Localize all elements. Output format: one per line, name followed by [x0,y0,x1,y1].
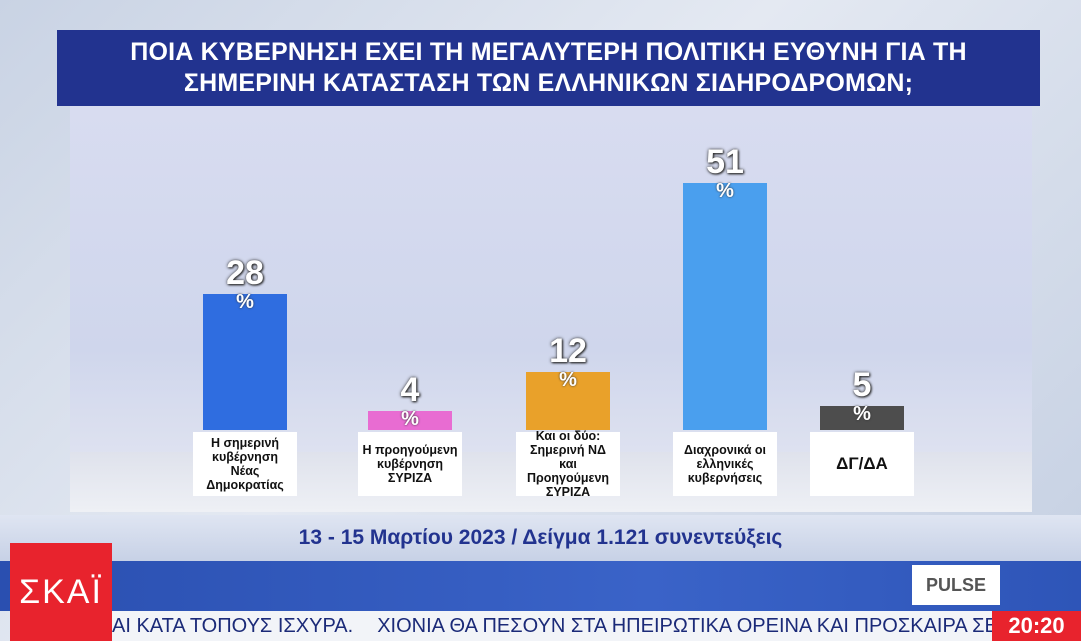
category-label: Διαχρονικά οι ελληνικές κυβερνήσεις [673,432,777,496]
value-unit: % [716,180,734,202]
value-label: 28 [226,254,264,293]
clock: 20:20 [992,611,1081,641]
category-label: Η σημερινή κυβέρνηση Νέας Δημοκρατίας [193,432,297,496]
category-label: Η προηγούμενη κυβέρνηση ΣΥΡΙΖΑ [358,432,462,496]
ticker-item: ΑΙ ΚΑΤΑ ΤΟΠΟΥΣ ΙΣΧΥΡΑ. [112,615,354,637]
pollster-logo: PULSE [912,565,1000,605]
value-label: 12 [549,331,587,370]
ticker-item: ΧΙΟΝΙΑ ΘΑ ΠΕΣΟΥΝ ΣΤΑ ΗΠΕΙΡΩΤΙΚΑ ΟΡΕΙΝΑ Κ… [377,615,992,637]
bar [203,294,287,430]
lower-band [0,561,1081,611]
subtitle-band [0,515,1081,561]
bar [683,183,767,430]
value-label: 51 [706,143,744,181]
category-label: ΔΓ/ΔΑ [810,432,914,496]
value-label: 5 [852,365,872,404]
category-label: Και οι δύο: Σημερινή ΝΔ και Προηγούμενη … [516,429,620,499]
value-label: 4 [400,370,420,409]
channel-logo: ΣΚΑΪ [10,543,112,641]
bar [820,405,904,430]
value-unit: % [559,368,577,391]
value-unit: % [853,402,871,425]
chart-title: ΠΟΙΑ ΚΥΒΕΡΝΗΣΗ ΕΧΕΙ ΤΗ ΜΕΓΑΛΥΤΕΡΗ ΠΟΛΙΤΙ… [57,30,1040,106]
news-ticker: ΑΙ ΚΑΤΑ ΤΟΠΟΥΣ ΙΣΧΥΡΑ. ΧΙΟΝΙΑ ΘΑ ΠΕΣΟΥΝ Σ… [112,611,992,641]
bar [368,410,452,430]
bar [526,371,610,430]
subtitle: 13 - 15 Μαρτίου 2023 / Δείγμα 1.121 συνε… [298,526,783,549]
value-unit: % [401,407,419,430]
value-unit: % [236,291,254,314]
